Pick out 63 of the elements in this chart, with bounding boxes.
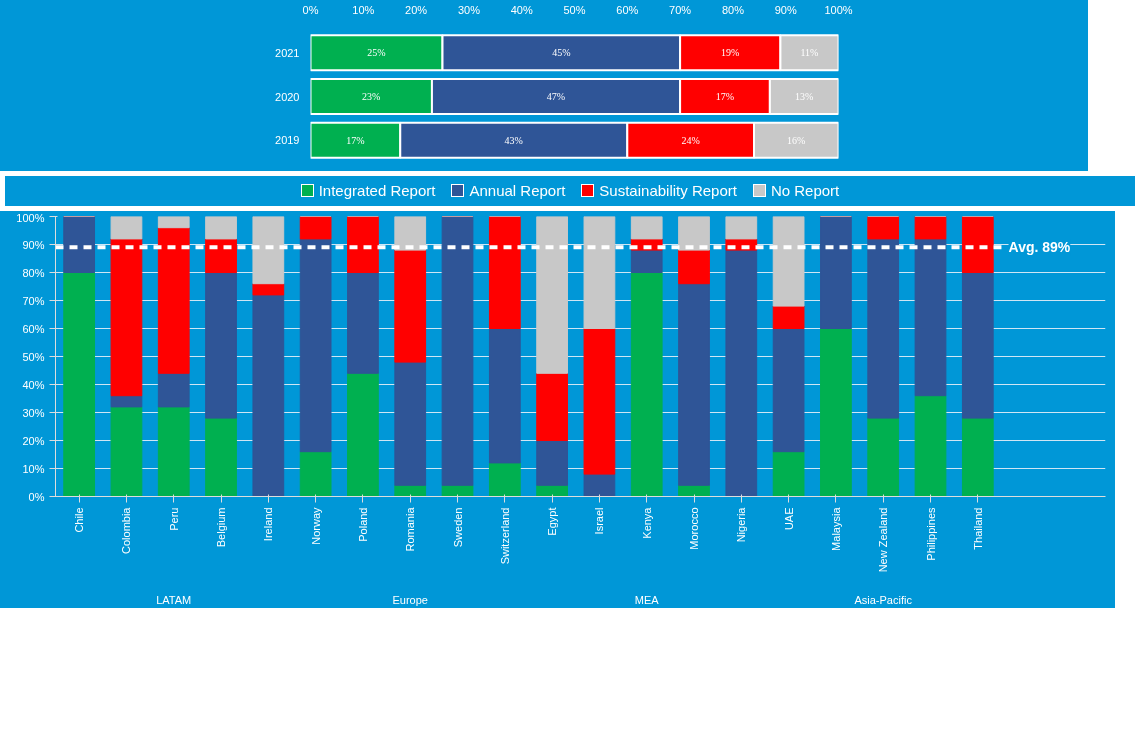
x-tick-label: 60% — [616, 3, 639, 16]
x-tick-label: 100% — [824, 3, 853, 16]
data-label: 17% — [346, 134, 365, 146]
data-label: 47% — [546, 91, 566, 102]
text: LATAM — [156, 593, 192, 606]
x-tick-label: UAE — [782, 507, 795, 531]
x-tick-label: 0% — [302, 3, 319, 16]
legend-label: Integrated Report — [317, 181, 436, 201]
data-label: 19% — [721, 47, 740, 59]
x-tick-label: Egypt — [546, 507, 559, 536]
legend-label: No Report — [769, 181, 840, 201]
y-tick-label: 2021 — [275, 46, 300, 59]
x-tick-label: Switzerland — [498, 507, 511, 565]
x-tick-label: Colombia — [120, 506, 133, 554]
text: Europe — [392, 593, 428, 606]
x-tick-label: Sweden — [451, 507, 464, 548]
data-label: 25% — [367, 47, 386, 59]
x-tick-label: Romania — [404, 506, 417, 552]
x-tick-label: 40% — [510, 3, 533, 16]
y-tick-label: 80% — [22, 266, 45, 279]
x-tick-label: 20% — [405, 3, 428, 16]
x-tick-label: 70% — [669, 3, 692, 16]
y-tick-label: 50% — [22, 350, 45, 363]
x-tick-label: Israel — [593, 507, 606, 535]
x-tick-label: Philippines — [924, 507, 937, 561]
x-tick-label: Malaysia — [829, 506, 842, 551]
data-label: 24% — [681, 134, 700, 146]
x-tick-label: Chile — [73, 507, 86, 533]
data-label: 43% — [504, 134, 523, 146]
x-tick-label: Thailand — [971, 507, 984, 550]
y-tick-label: 40% — [22, 378, 45, 391]
data-label: 17% — [715, 91, 735, 102]
y-tick-label: 10% — [22, 462, 45, 475]
y-tick-label: 2020 — [275, 90, 300, 103]
x-tick-label: Poland — [356, 507, 369, 542]
x-tick-label: 10% — [352, 3, 375, 16]
y-tick-label: 20% — [22, 434, 45, 447]
y-tick-label: 70% — [22, 294, 45, 307]
y-tick-label: 100% — [16, 211, 45, 224]
x-tick-label: Nigeria — [735, 506, 748, 543]
text: MEA — [634, 593, 660, 606]
y-tick-label: 0% — [28, 490, 45, 503]
y-tick-label: 60% — [22, 322, 45, 335]
x-tick-label: 80% — [721, 3, 745, 16]
data-label: 45% — [552, 47, 571, 59]
x-tick-label: Belgium — [215, 507, 228, 548]
legend-label: Sustainability Report — [598, 181, 737, 201]
ref-line-label: Avg. 89% — [1008, 239, 1071, 256]
text: Asia-Pacific — [854, 593, 913, 606]
x-tick-label: Ireland — [262, 507, 275, 542]
y-tick-label: 2019 — [275, 134, 300, 147]
data-label: 23% — [362, 91, 381, 102]
x-tick-label: 30% — [457, 3, 481, 16]
x-tick-label: Peru — [167, 507, 180, 531]
x-tick-label: Kenya — [640, 506, 653, 539]
x-tick-label: Norway — [309, 507, 322, 545]
y-tick-label: 90% — [22, 238, 45, 251]
x-tick-label: New Zealand — [877, 507, 890, 573]
x-tick-label: Morocco — [688, 507, 701, 550]
legend-label: Annual Report — [468, 181, 566, 201]
y-tick-label: 30% — [22, 406, 45, 419]
x-tick-label: 50% — [563, 3, 586, 16]
x-tick-label: 90% — [774, 3, 797, 16]
